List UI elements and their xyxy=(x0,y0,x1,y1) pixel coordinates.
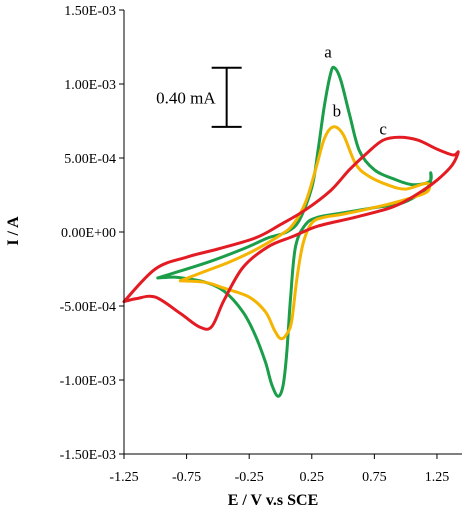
x-ticks: -1.25 -0.75 -0.25 0.25 0.75 1.25 xyxy=(109,454,449,485)
y-tick-label: 1.00E-03 xyxy=(64,78,116,93)
scale-bar-label: 0.40 mA xyxy=(156,88,216,107)
x-tick-label: 0.25 xyxy=(300,470,325,485)
y-tick-label: 0.00E+00 xyxy=(61,226,116,241)
series-label-b: b xyxy=(333,102,342,121)
axes xyxy=(123,10,462,455)
series-line-c xyxy=(122,135,460,331)
x-axis-title: E / V v.s SCE xyxy=(228,492,319,509)
curves xyxy=(122,65,460,398)
x-tick-label: 0.75 xyxy=(362,470,387,485)
y-tick-label: -1.00E-03 xyxy=(60,374,116,389)
series-label-c: c xyxy=(379,119,387,138)
x-tick-label: -1.25 xyxy=(109,470,138,485)
series-line-b xyxy=(178,125,432,341)
series-label-a: a xyxy=(324,42,332,61)
y-tick-label: 5.00E-04 xyxy=(64,152,116,167)
x-tick-label: 1.25 xyxy=(425,470,450,485)
y-ticks: 1.50E-03 1.00E-03 5.00E-04 0.00E+00 -5.00E-0… xyxy=(60,4,124,463)
y-tick-label: -5.00E-04 xyxy=(60,300,116,315)
series-line-a xyxy=(156,65,433,398)
y-tick-label: 1.50E-03 xyxy=(64,4,116,19)
curve-labels: a b c xyxy=(324,42,387,138)
x-tick-label: -0.25 xyxy=(235,470,264,485)
y-tick-label: -1.50E-03 xyxy=(60,448,116,463)
x-tick-label: -0.75 xyxy=(172,470,201,485)
scale-bar: 0.40 mA xyxy=(156,66,242,128)
y-axis-title: I / A xyxy=(5,216,22,246)
